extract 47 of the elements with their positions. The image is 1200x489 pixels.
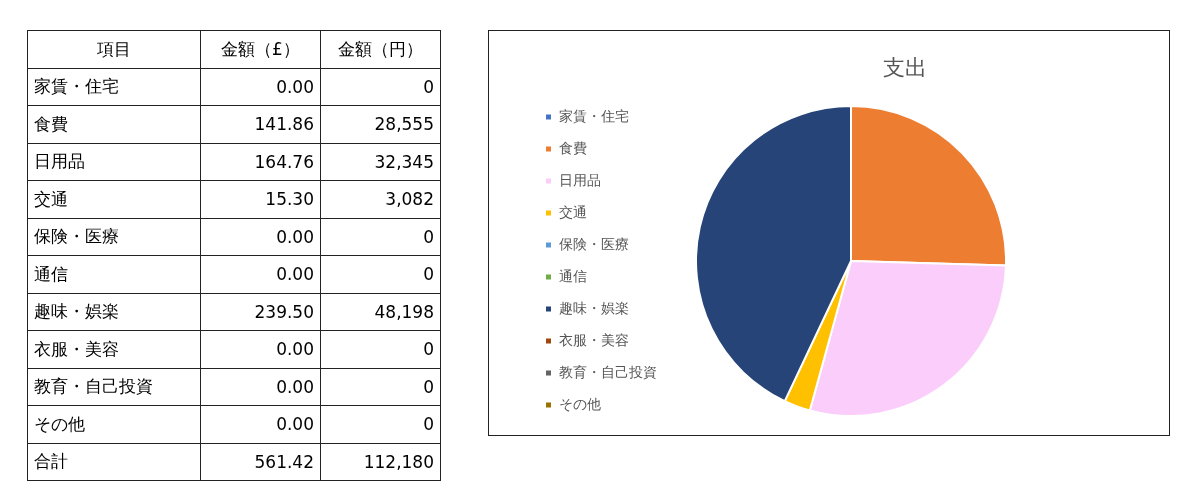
- data-label: 0.00: [200, 368, 321, 406]
- data-label: 141.86: [200, 105, 321, 143]
- legend-label: 通信: [559, 267, 587, 284]
- text: 金額（円）: [320, 30, 441, 68]
- data-label: 0: [320, 330, 441, 368]
- data-label: 48,198: [320, 293, 441, 331]
- legend-label: 教育・自己投資: [559, 363, 657, 380]
- category-label: 家賃・住宅: [27, 68, 201, 106]
- category-label: 保険・医療: [27, 218, 201, 256]
- legend-label: 保険・医療: [559, 235, 629, 252]
- data-label: 0.00: [200, 405, 321, 443]
- data-label: 0: [320, 68, 441, 106]
- data-label: 239.50: [200, 293, 321, 331]
- category-label: 合計: [27, 443, 201, 481]
- legend-label: 趣味・娯楽: [559, 299, 629, 316]
- category-label: 通信: [27, 255, 201, 293]
- data-label: 561.42: [200, 443, 321, 481]
- data-label: 3,082: [320, 180, 441, 218]
- category-label: 趣味・娯楽: [27, 293, 201, 331]
- data-label: 164.76: [200, 143, 321, 181]
- chart-title: 支出: [882, 54, 928, 82]
- legend-label: 食費: [559, 139, 587, 156]
- data-label: 0.00: [200, 255, 321, 293]
- category-label: 食費: [27, 105, 201, 143]
- data-label: 112,180: [320, 443, 441, 481]
- data-label: 0: [320, 218, 441, 256]
- legend-label: 家賃・住宅: [559, 107, 629, 124]
- data-label: 0.00: [200, 330, 321, 368]
- data-label: 0.00: [200, 218, 321, 256]
- legend-label: その他: [559, 395, 601, 412]
- legend-label: 衣服・美容: [559, 331, 629, 348]
- legend-label: 日用品: [559, 171, 601, 188]
- data-label: 15.30: [200, 180, 321, 218]
- text: 金額（£）: [200, 30, 321, 68]
- data-label: 0: [320, 368, 441, 406]
- category-label: 衣服・美容: [27, 330, 201, 368]
- data-label: 0: [320, 405, 441, 443]
- data-label: 32,345: [320, 143, 441, 181]
- category-label: その他: [27, 405, 201, 443]
- data-label: 28,555: [320, 105, 441, 143]
- category-label: 教育・自己投資: [27, 368, 201, 406]
- data-label: 0.00: [200, 68, 321, 106]
- data-label: 0: [320, 255, 441, 293]
- legend-label: 交通: [559, 203, 587, 220]
- category-label: 日用品: [27, 143, 201, 181]
- category-label: 交通: [27, 180, 201, 218]
- text: 項目: [27, 30, 201, 68]
